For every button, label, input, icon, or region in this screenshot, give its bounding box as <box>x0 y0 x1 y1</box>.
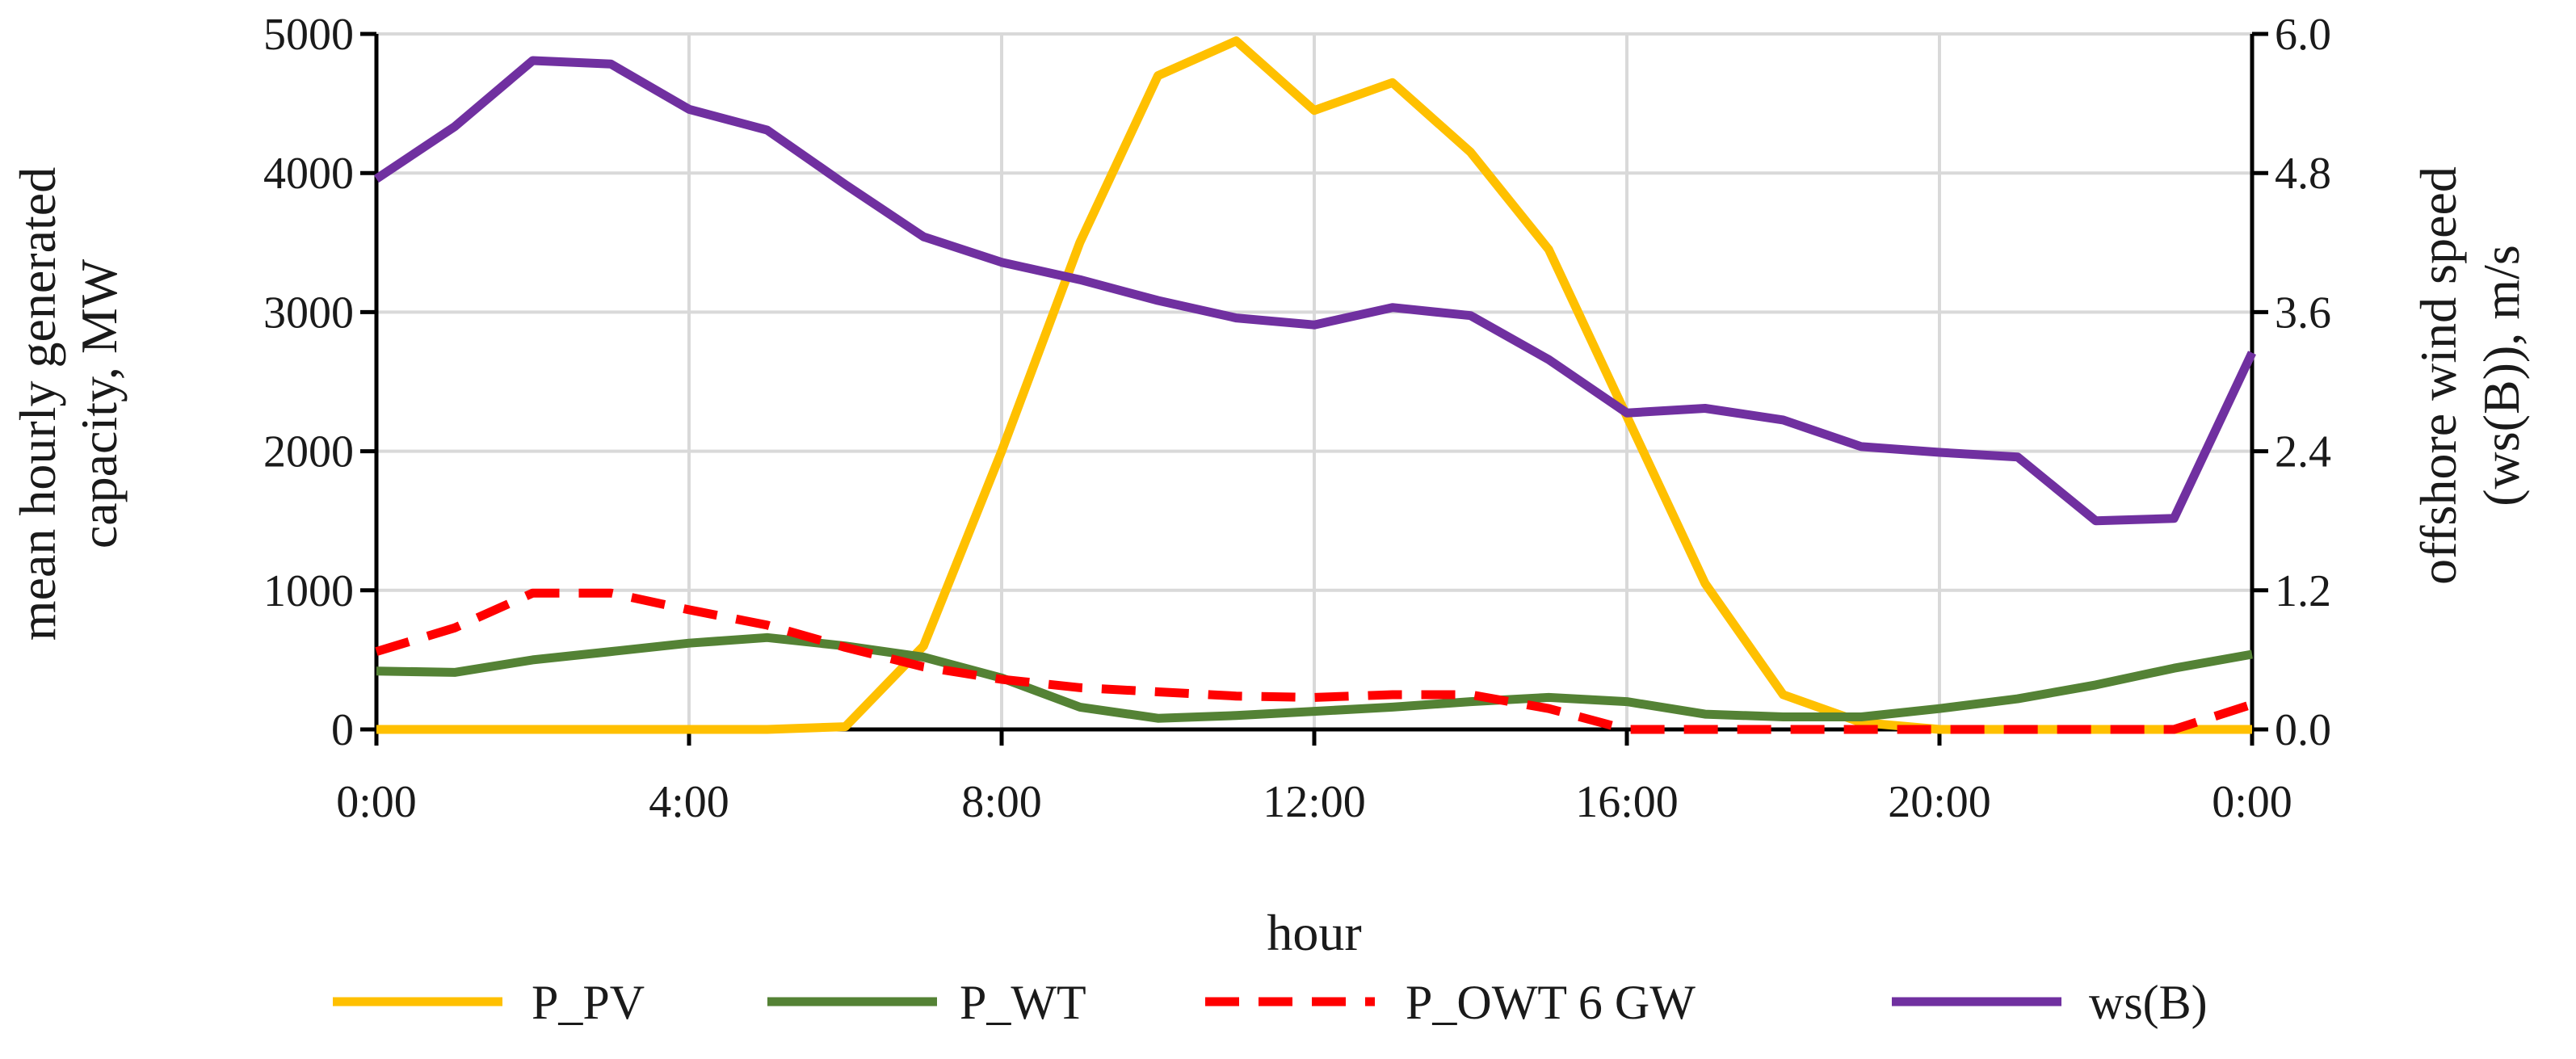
tick-labels: 0 1000 2000 3000 4000 5000 0.0 1.2 2.4 3.6 4.8 6.0 0… <box>263 10 2331 827</box>
legend-label-3: ws(B) <box>2089 976 2208 1029</box>
series-layer <box>373 36 2256 734</box>
x-axis-title: hour <box>1267 904 1361 961</box>
x-tick-label: 12:00 <box>1263 777 1366 827</box>
x-tick-label: 0:00 <box>2212 777 2292 827</box>
right-tick-label: 6.0 <box>2275 10 2331 60</box>
x-tick-label: 16:00 <box>1575 777 1679 827</box>
left-tick-label: 4000 <box>263 149 354 199</box>
x-tick-label: 8:00 <box>961 777 1042 827</box>
legend: P_PV P_WT P_OWT 6 GW ws(B) <box>333 976 2208 1029</box>
x-tick-label: 20:00 <box>1888 777 1991 827</box>
left-tick-label: 5000 <box>263 10 354 60</box>
legend-label-1: P_WT <box>960 976 1086 1029</box>
right-tick-label: 3.6 <box>2275 288 2331 338</box>
grid-lines <box>376 32 2252 729</box>
left-tick-label: 2000 <box>263 427 354 477</box>
right-tick-label: 2.4 <box>2275 427 2331 477</box>
right-axis-title-line2: (ws(B)), m/s <box>2473 245 2530 506</box>
x-tick-label: 0:00 <box>336 777 417 827</box>
left-tick-label: 3000 <box>263 288 354 338</box>
series-line-2 <box>375 588 2254 734</box>
legend-label-2: P_OWT 6 GW <box>1406 976 1696 1029</box>
series-line-0 <box>376 36 2252 734</box>
left-tick-label: 0 <box>331 705 354 755</box>
right-tick-label: 0.0 <box>2275 705 2331 755</box>
series-line-1 <box>376 632 2253 723</box>
right-axis-title-line1: offshore wind speed <box>2410 166 2467 585</box>
left-axis-title-line1: mean hourly generated <box>9 167 66 641</box>
right-tick-label: 1.2 <box>2275 566 2331 616</box>
right-tick-label: 4.8 <box>2275 149 2331 199</box>
left-axis-title-line2: capacity, MW <box>70 258 128 548</box>
series-line-3 <box>373 56 2256 526</box>
legend-label-0: P_PV <box>532 976 645 1029</box>
x-tick-label: 4:00 <box>649 777 729 827</box>
left-tick-label: 1000 <box>263 566 354 616</box>
